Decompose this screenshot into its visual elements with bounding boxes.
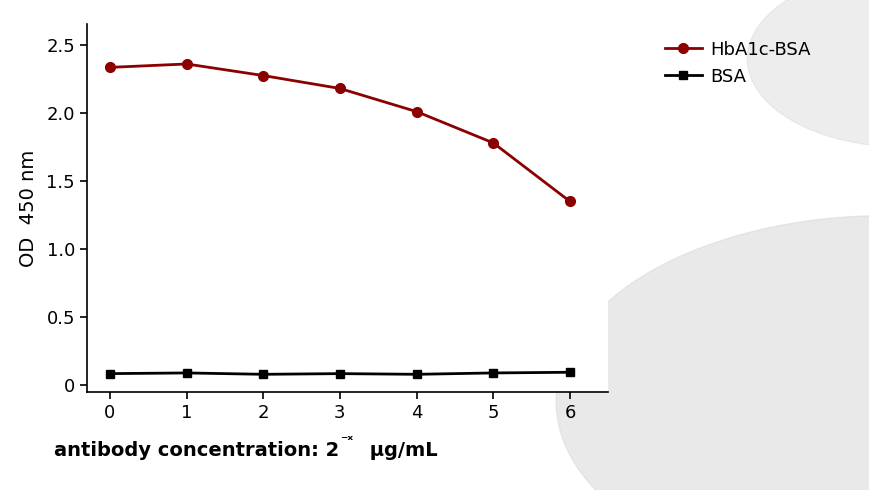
BSA (565, 369, 575, 375)
Line: BSA: BSA (106, 368, 574, 378)
BSA (104, 371, 115, 377)
BSA (258, 371, 269, 377)
BSA (335, 371, 345, 377)
HbA1c-BSA (565, 198, 575, 204)
Legend: HbA1c-BSA, BSA: HbA1c-BSA, BSA (658, 33, 819, 93)
HbA1c-BSA (258, 73, 269, 78)
HbA1c-BSA (182, 61, 192, 67)
Text: ⁻ˣ: ⁻ˣ (340, 434, 353, 448)
BSA (488, 370, 499, 376)
Text: μg/mL: μg/mL (363, 441, 438, 460)
Line: HbA1c-BSA: HbA1c-BSA (105, 59, 574, 206)
HbA1c-BSA (488, 140, 499, 146)
Y-axis label: OD  450 nm: OD 450 nm (19, 149, 38, 267)
BSA (182, 370, 192, 376)
BSA (411, 371, 421, 377)
HbA1c-BSA (411, 109, 421, 115)
Text: antibody concentration: 2: antibody concentration: 2 (54, 441, 339, 460)
HbA1c-BSA (104, 64, 115, 70)
HbA1c-BSA (335, 86, 345, 92)
